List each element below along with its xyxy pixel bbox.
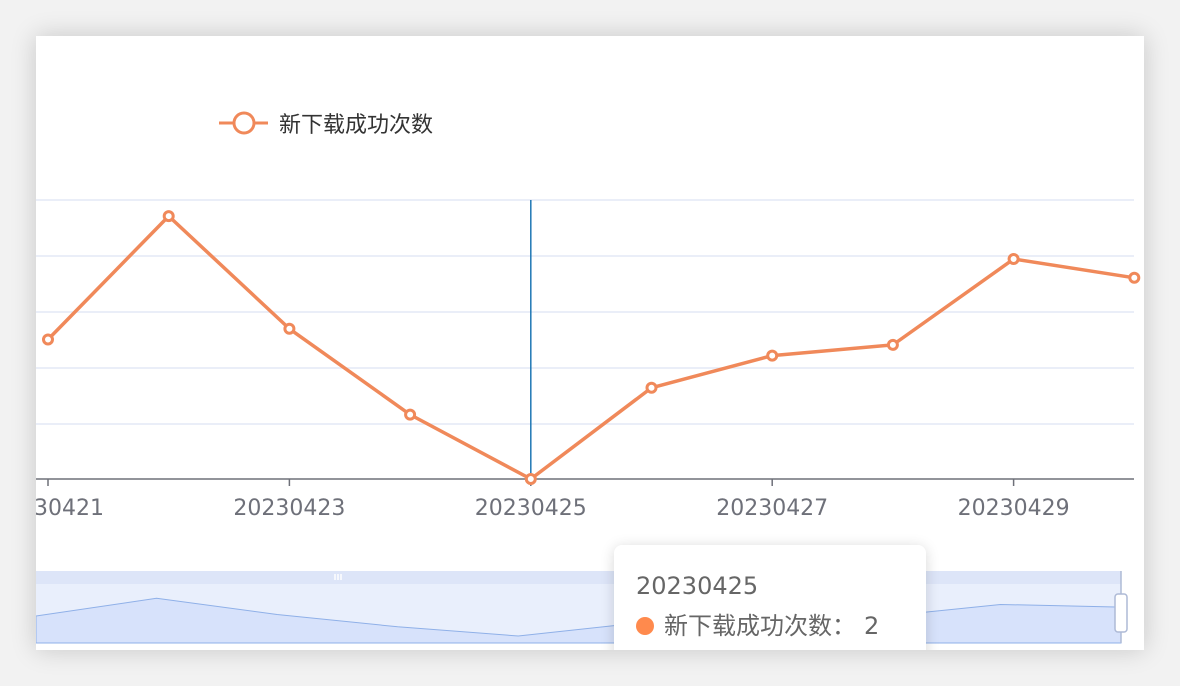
data-point (404, 408, 417, 421)
x-axis-tick-label: 20230425 (475, 496, 587, 521)
series-line (46, 214, 1135, 481)
tooltip-value: 2 (864, 612, 880, 640)
x-axis-tick-label: 20230421 (36, 496, 104, 521)
tooltip-series-label: 新下载成功次数： (664, 612, 856, 640)
x-axis-tick-label: 20230429 (958, 496, 1070, 521)
x-axis-tick-label: 20230423 (233, 496, 345, 521)
tooltip-title: 20230425 (636, 572, 759, 600)
data-point (766, 349, 779, 362)
line-chart: 新下载成功次数 20230421 20230423 20230425 20230427… (36, 111, 1141, 644)
data-points (42, 210, 1141, 485)
grid-lines (36, 199, 1134, 425)
legend-label: 新下载成功次数 (279, 113, 433, 138)
data-point (42, 333, 54, 346)
legend[interactable]: 新下载成功次数 (219, 111, 433, 138)
chart-card: 新下载成功次数 20230421 20230423 20230425 20230427… (36, 36, 1144, 650)
data-zoom-right-handle (1114, 593, 1128, 633)
data-zoom-move-handle (36, 571, 1121, 584)
data-point (1007, 253, 1020, 266)
x-axis-tick-label: 20230427 (716, 496, 828, 521)
tooltip-row: 新下载成功次数： 2 (636, 611, 904, 641)
legend-marker (232, 111, 256, 135)
tooltip: 20230425 新下载成功次数： 2 (614, 545, 926, 650)
data-point (1128, 271, 1141, 284)
data-point (283, 322, 296, 335)
x-axis: 20230421 20230423 20230425 20230427 20230429 (36, 478, 1134, 521)
tooltip-series-marker (636, 617, 654, 635)
data-point (886, 338, 899, 351)
data-point (524, 473, 537, 485)
data-zoom-slider[interactable] (36, 571, 1128, 644)
data-point (645, 381, 658, 394)
data-point (162, 210, 175, 223)
